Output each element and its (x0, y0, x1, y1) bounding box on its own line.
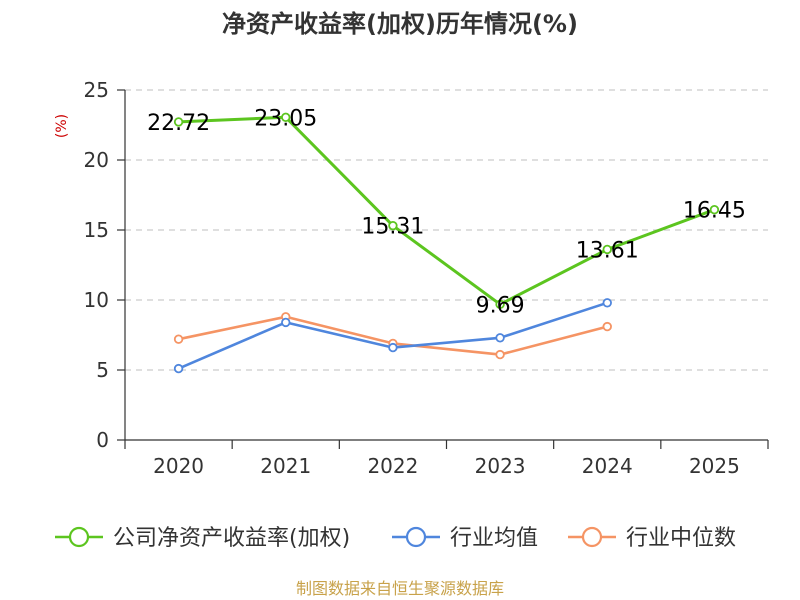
y-tick-label: 20 (84, 148, 109, 172)
legend: 公司净资产收益率(加权) 行业均值 行业中位数 (55, 526, 736, 551)
data-point-0 (602, 244, 612, 255)
data-point-0 (388, 220, 398, 231)
y-tick-label: 25 (84, 78, 109, 102)
y-tick-label: 0 (96, 428, 109, 452)
data-point-0 (281, 112, 291, 122)
series-line-0 (178, 115, 715, 306)
series-group (173, 112, 720, 374)
gridlines (125, 89, 768, 371)
data-point-1 (602, 298, 612, 308)
y-tick-label: 10 (84, 288, 109, 312)
legend-swatch-marker-1 (405, 526, 427, 548)
x-tick-label: 2021 (260, 454, 311, 478)
data-point-1 (495, 333, 505, 343)
data-point-0 (709, 204, 720, 215)
series-line-1 (178, 301, 608, 370)
data-label: 9.69 (476, 293, 525, 318)
data-point-2 (173, 334, 184, 344)
data-point-2 (602, 321, 612, 332)
y-tick-label: 15 (84, 218, 109, 242)
data-label: 22.72 (147, 111, 210, 136)
x-tick-label: 2025 (689, 454, 740, 478)
x-tick-label: 2024 (582, 454, 633, 478)
data-point-1 (173, 363, 184, 374)
data-label: 16.45 (683, 199, 746, 224)
legend-label-0: 公司净资产收益率(加权) (113, 526, 350, 551)
data-label: 23.05 (254, 106, 317, 131)
legend-label-1: 行业均值 (450, 526, 538, 551)
data-point-1 (388, 342, 398, 353)
source-note: 制图数据来自恒生聚源数据库 (296, 579, 504, 598)
x-tick-labels: 2020 2021 2022 2023 2024 2025 (153, 454, 740, 478)
y-axis-unit: (%) (54, 114, 70, 138)
legend-label-2: 行业中位数 (626, 526, 736, 551)
data-point-0 (173, 117, 184, 127)
data-point-1 (281, 317, 291, 328)
axes (117, 89, 769, 449)
x-tick-label: 2020 (153, 454, 204, 478)
y-tick-labels: 0 5 10 15 20 25 (84, 78, 109, 452)
chart-title: 净资产收益率(加权)历年情况(%) (222, 10, 578, 38)
data-label: 15.31 (361, 215, 424, 240)
data-point-2 (495, 349, 505, 360)
data-label: 13.61 (576, 238, 639, 263)
x-tick-label: 2023 (475, 454, 526, 478)
legend-swatch-marker-0 (68, 526, 90, 548)
x-tick-label: 2022 (367, 454, 418, 478)
legend-swatch-marker-2 (581, 526, 603, 548)
data-point-0 (495, 299, 505, 310)
y-tick-label: 5 (96, 358, 109, 382)
data-labels: 22.72 23.05 15.31 9.69 13.61 16.45 (147, 106, 746, 318)
